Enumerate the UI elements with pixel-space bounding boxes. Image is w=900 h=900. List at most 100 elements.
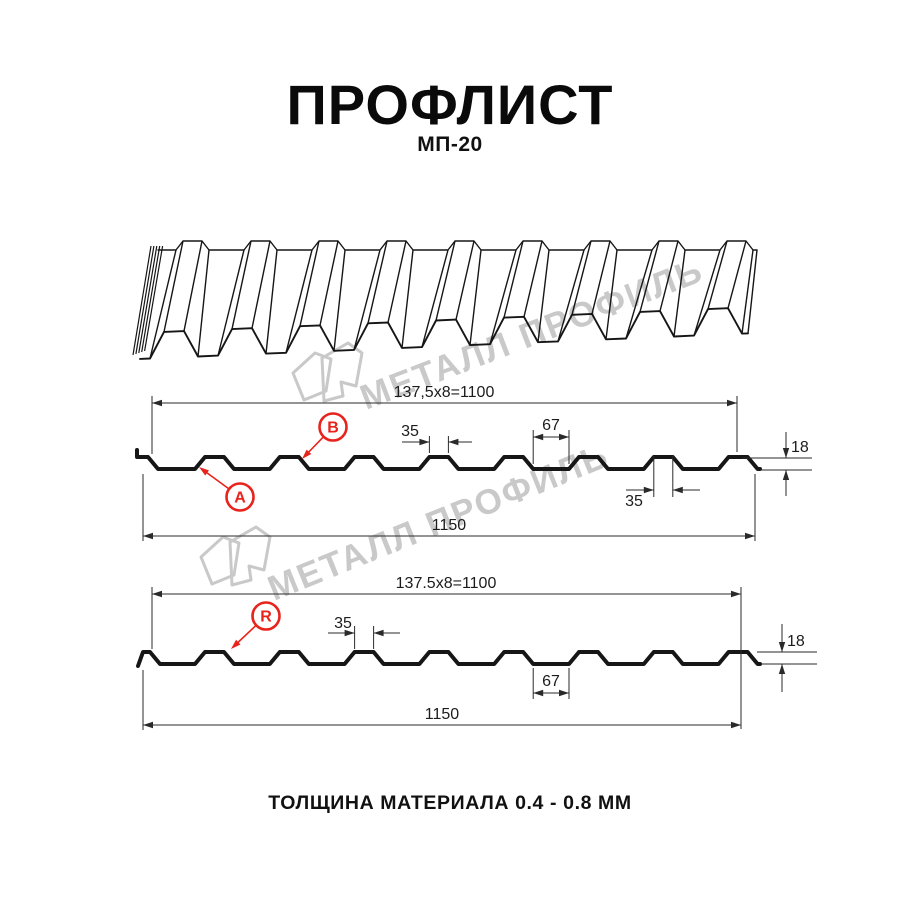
- near-edge: [139, 307, 749, 360]
- rib-edge: [639, 240, 660, 313]
- arrowhead: [559, 689, 569, 697]
- rib-edge: [285, 249, 313, 353]
- rib-edge: [571, 240, 592, 315]
- arrowhead: [143, 532, 153, 540]
- rib-edge: [625, 249, 653, 339]
- dimension-label: 1150: [432, 517, 467, 534]
- dimension-label: 18: [791, 439, 809, 456]
- rib-edge: [673, 249, 686, 337]
- arrowhead: [782, 470, 790, 480]
- rib-edge: [163, 240, 184, 333]
- rib-edge: [401, 249, 414, 348]
- rib-edge: [367, 240, 388, 324]
- dimension-label: 67: [542, 673, 560, 690]
- arrowhead: [373, 629, 384, 637]
- cross-section-side-A: 137,5x8=1100 35 67 18 35 1150 B A: [135, 384, 812, 541]
- sheet-3d-view: [132, 240, 758, 360]
- dimension-label: 137.5x8=1100: [396, 575, 497, 592]
- rib-edge: [557, 249, 585, 342]
- arrowhead: [778, 642, 786, 652]
- page-title: ПРОФЛИСТ: [286, 73, 614, 136]
- arrowhead: [302, 449, 312, 459]
- dimension-label: 35: [401, 423, 419, 440]
- rib-edge: [353, 249, 381, 351]
- rib-edge: [387, 240, 407, 323]
- arrowhead: [533, 689, 544, 697]
- callout-letter: R: [260, 609, 272, 626]
- arrowhead: [643, 486, 654, 494]
- rib-edge: [659, 240, 679, 312]
- arrowhead: [727, 399, 737, 407]
- rib-edge: [469, 249, 482, 346]
- dimension-label: 137,5x8=1100: [394, 384, 495, 401]
- arrowhead: [143, 721, 153, 729]
- rib-edge: [149, 249, 177, 359]
- logo-shape: [199, 535, 241, 586]
- rib-edge: [455, 240, 475, 320]
- dimension-label: 67: [542, 417, 560, 434]
- rib-edge: [265, 249, 278, 354]
- logo-shape: [320, 341, 364, 403]
- arrowhead: [419, 438, 430, 446]
- logo-shape: [228, 525, 272, 587]
- arrowhead: [778, 664, 786, 674]
- arrowhead: [533, 433, 544, 441]
- cross-section-side-R: 137.5x8=1100 35 67 18 1150 R: [136, 575, 817, 730]
- dimension-label: 35: [625, 493, 643, 510]
- rib-edge: [197, 249, 210, 357]
- callout-circle: [251, 601, 281, 631]
- rib-edge: [251, 240, 271, 329]
- arrowhead: [672, 486, 683, 494]
- logo-shape: [291, 351, 333, 402]
- rib-edge: [217, 249, 245, 356]
- arrowhead: [448, 438, 459, 446]
- rib-edge: [605, 249, 618, 340]
- material-thickness-caption: ТОЛЩИНА МАТЕРИАЛА 0.4 - 0.8 ММ: [268, 792, 632, 814]
- rib-edge: [537, 249, 550, 343]
- left-cut-hatch: [141, 245, 161, 353]
- rib-edge: [435, 240, 456, 321]
- arrowhead: [231, 639, 241, 649]
- callout-letter: A: [234, 490, 246, 507]
- left-cut-hatch: [144, 245, 164, 352]
- arrowhead: [152, 399, 162, 407]
- callout-circle: [225, 482, 255, 512]
- arrowhead: [152, 590, 162, 598]
- rib-edge: [741, 249, 754, 334]
- rib-edge: [231, 240, 252, 330]
- dimension-label: 35: [334, 615, 352, 632]
- rib-edge: [333, 249, 346, 351]
- arrowhead: [731, 721, 741, 729]
- arrowhead: [344, 629, 355, 637]
- arrowhead: [559, 433, 569, 441]
- callout-circle: [318, 412, 348, 442]
- rib-edge: [183, 240, 203, 332]
- arrowhead: [745, 532, 755, 540]
- rib-edge: [489, 249, 517, 345]
- dimension-label: 18: [787, 633, 805, 650]
- rib-edge: [299, 240, 320, 327]
- metal-profil-logo-icon: [291, 341, 364, 403]
- left-cut-hatch: [132, 245, 152, 356]
- profile-outline: [136, 650, 762, 668]
- right-cut-edge: [747, 249, 758, 334]
- arrowhead: [731, 590, 741, 598]
- rib-edge: [693, 249, 721, 336]
- watermark-1: МЕТАЛЛ ПРОФИЛЬ: [291, 251, 709, 417]
- rib-edge: [503, 240, 524, 318]
- metal-profil-logo-icon: [199, 525, 272, 587]
- dimension-label: 1150: [425, 706, 460, 723]
- rib-edge: [523, 240, 543, 317]
- arrowhead: [199, 467, 209, 476]
- rib-edge: [421, 249, 449, 348]
- rib-edge: [727, 240, 747, 309]
- arrowhead: [782, 448, 790, 458]
- rib-edge: [319, 240, 339, 326]
- callout-letter: B: [327, 420, 339, 437]
- left-cut-hatch: [135, 245, 155, 355]
- far-edge: [157, 240, 758, 251]
- rib-edge: [707, 240, 728, 310]
- left-cut-hatch: [138, 245, 158, 354]
